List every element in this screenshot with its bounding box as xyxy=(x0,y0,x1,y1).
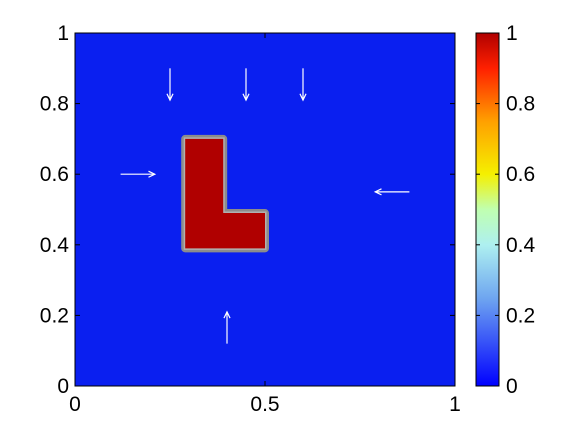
flow-arrow xyxy=(299,68,307,102)
arrow-layer xyxy=(120,68,410,344)
x-tick-label: 1 xyxy=(449,393,461,416)
colorbar-tick-label: 0.2 xyxy=(506,304,535,327)
region-fill xyxy=(185,138,265,249)
x-axis: 0 0.5 1 xyxy=(69,33,461,416)
colorbar: 0 0.2 0.4 0.6 0.8 1 xyxy=(475,22,536,398)
y-axis: 0 0.2 0.4 0.6 0.8 1 xyxy=(40,22,455,398)
flow-arrow xyxy=(166,68,174,102)
region-layer xyxy=(181,134,269,253)
colorbar-tick-label: 0.8 xyxy=(506,93,535,116)
colorbar-tick-label: 0.4 xyxy=(506,234,536,257)
flow-arrow xyxy=(120,170,157,178)
y-tick-label: 0.6 xyxy=(40,163,69,186)
flow-arrow xyxy=(373,188,410,196)
colorbar-tick-label: 1 xyxy=(506,22,518,45)
y-tick-label: 0 xyxy=(57,375,69,398)
y-tick-label: 0.8 xyxy=(40,93,69,116)
flow-arrow xyxy=(223,310,231,344)
y-tick-label: 0.4 xyxy=(40,234,70,257)
x-tick-label: 0.5 xyxy=(250,393,279,416)
y-tick-label: 0.2 xyxy=(40,304,69,327)
heatmap-plot: 0 0.5 1 00.20.40.60.81 xyxy=(40,22,461,416)
flow-arrow xyxy=(242,68,250,102)
colorbar-gradient xyxy=(476,33,499,386)
colorbar-tick-label: 0.6 xyxy=(506,163,535,186)
colorbar-frame xyxy=(475,32,500,387)
x-tick-label: 0 xyxy=(69,393,81,416)
y-tick-label: 1 xyxy=(57,22,69,45)
colorbar-tick-label: 0 xyxy=(506,375,518,398)
colorbar-axis: 0 0.2 0.4 0.6 0.8 1 xyxy=(476,22,536,398)
